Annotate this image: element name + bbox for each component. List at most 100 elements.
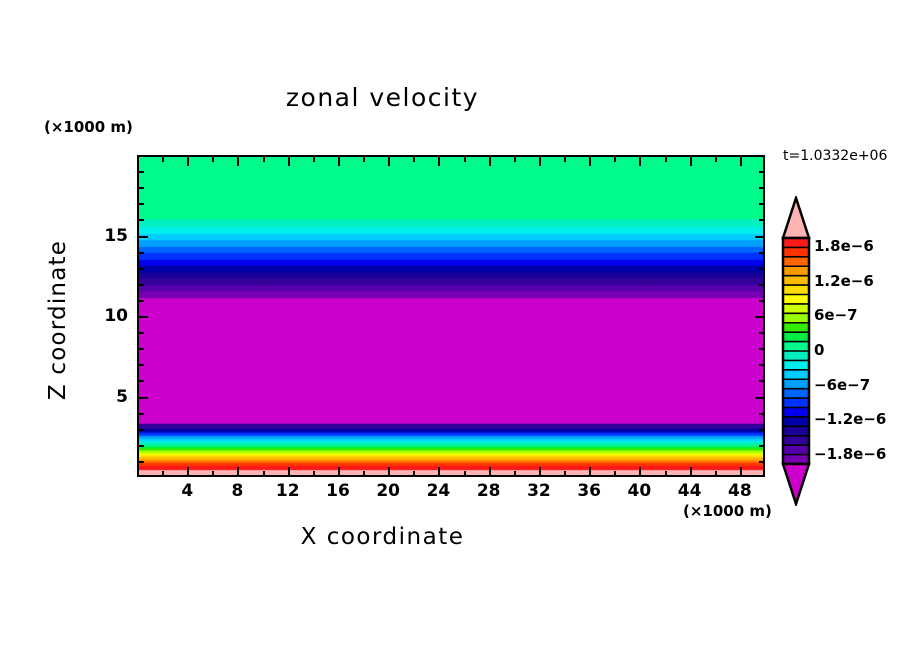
y-axis-title: Z coordinate xyxy=(45,239,71,401)
axis-tick xyxy=(139,348,144,350)
axis-tick xyxy=(139,171,144,173)
axis-tick xyxy=(212,157,214,162)
colorbar-tick-label: 0 xyxy=(814,341,825,359)
axis-tick xyxy=(564,157,566,162)
axis-tick xyxy=(139,300,144,302)
axis-tick xyxy=(288,157,290,166)
axis-tick xyxy=(139,219,144,221)
colorbar-band xyxy=(783,379,809,390)
y-tick-label: 5 xyxy=(116,386,128,407)
axis-tick xyxy=(759,380,764,382)
axis-tick xyxy=(759,332,764,334)
axis-tick xyxy=(139,252,144,254)
axis-tick xyxy=(755,316,764,318)
axis-tick xyxy=(388,467,390,476)
x-axis-title: X coordinate xyxy=(300,524,465,550)
axis-tick xyxy=(139,268,144,270)
axis-tick xyxy=(263,471,265,476)
colorbar-tick-label: 6e−7 xyxy=(814,306,858,325)
axis-tick xyxy=(212,471,214,476)
axis-tick xyxy=(139,332,144,334)
axis-tick xyxy=(363,471,365,476)
x-tick-label: 48 xyxy=(728,481,752,501)
axis-tick xyxy=(438,157,440,166)
axis-tick xyxy=(589,467,591,476)
axis-tick xyxy=(313,157,315,162)
colorbar-tick-label: 1.8e−6 xyxy=(814,237,874,256)
axis-tick xyxy=(759,429,764,431)
axis-tick xyxy=(715,471,717,476)
axis-tick xyxy=(759,187,764,189)
colorbar-band xyxy=(783,388,809,399)
axis-tick xyxy=(489,467,491,476)
axis-tick xyxy=(139,413,144,415)
colorbar-band xyxy=(783,369,809,380)
axis-tick xyxy=(759,445,764,447)
x-axis-unit-label: (×1000 m) xyxy=(683,502,772,520)
axis-tick xyxy=(564,471,566,476)
axis-tick xyxy=(139,380,144,382)
axis-tick xyxy=(759,252,764,254)
axis-tick xyxy=(187,157,189,166)
colorbar-band xyxy=(783,416,809,427)
plot-area xyxy=(137,155,765,477)
axis-tick xyxy=(438,467,440,476)
axis-tick xyxy=(139,187,144,189)
colorbar-band xyxy=(783,322,809,333)
x-tick-label: 24 xyxy=(426,481,451,501)
axis-tick xyxy=(539,467,541,476)
axis-tick xyxy=(639,467,641,476)
colorbar-band xyxy=(783,398,809,409)
y-tick-label: 10 xyxy=(104,306,128,326)
axis-tick xyxy=(237,157,239,166)
colorbar-band xyxy=(783,407,809,418)
axis-tick xyxy=(759,219,764,221)
x-tick-label: 4 xyxy=(181,481,194,501)
colorbar xyxy=(781,196,811,506)
axis-tick xyxy=(489,157,491,166)
axis-tick xyxy=(139,236,148,238)
colorbar-band xyxy=(783,332,809,343)
axis-tick xyxy=(338,467,340,476)
axis-tick xyxy=(388,157,390,166)
colorbar-band xyxy=(783,247,809,258)
colorbar-band xyxy=(783,266,809,277)
page-title: zonal velocity xyxy=(285,83,480,112)
axis-tick xyxy=(187,467,189,476)
colorbar-band xyxy=(783,303,809,314)
axis-tick xyxy=(288,467,290,476)
axis-tick xyxy=(759,284,764,286)
axis-tick xyxy=(413,157,415,162)
colorbar-graphic xyxy=(781,196,811,506)
axis-tick xyxy=(139,461,144,463)
axis-tick xyxy=(464,471,466,476)
axis-tick xyxy=(690,157,692,166)
axis-tick xyxy=(740,467,742,476)
axis-tick xyxy=(614,157,616,162)
colorbar-band xyxy=(783,313,809,324)
axis-tick xyxy=(139,316,148,318)
colorbar-band xyxy=(783,238,809,249)
axis-tick xyxy=(514,157,516,162)
colorbar-band xyxy=(783,294,809,305)
axis-tick xyxy=(514,471,516,476)
x-tick-label: 40 xyxy=(627,481,652,501)
axis-tick xyxy=(464,157,466,162)
axis-tick xyxy=(755,397,764,399)
axis-tick xyxy=(759,268,764,270)
axis-tick xyxy=(715,157,717,162)
colorbar-tick-label: 1.2e−6 xyxy=(814,271,874,290)
colorbar-band xyxy=(783,435,809,446)
axis-tick xyxy=(665,157,667,162)
axis-tick xyxy=(139,284,144,286)
axis-tick xyxy=(139,203,144,205)
axis-tick xyxy=(759,300,764,302)
colorbar-tick-label: −6e−7 xyxy=(814,375,871,394)
colorbar-under-arrow xyxy=(781,462,811,506)
axis-tick xyxy=(139,364,144,366)
y-tick-label: 15 xyxy=(104,225,128,246)
x-tick-label: 28 xyxy=(476,481,501,501)
axis-tick xyxy=(614,471,616,476)
axis-tick xyxy=(759,413,764,415)
